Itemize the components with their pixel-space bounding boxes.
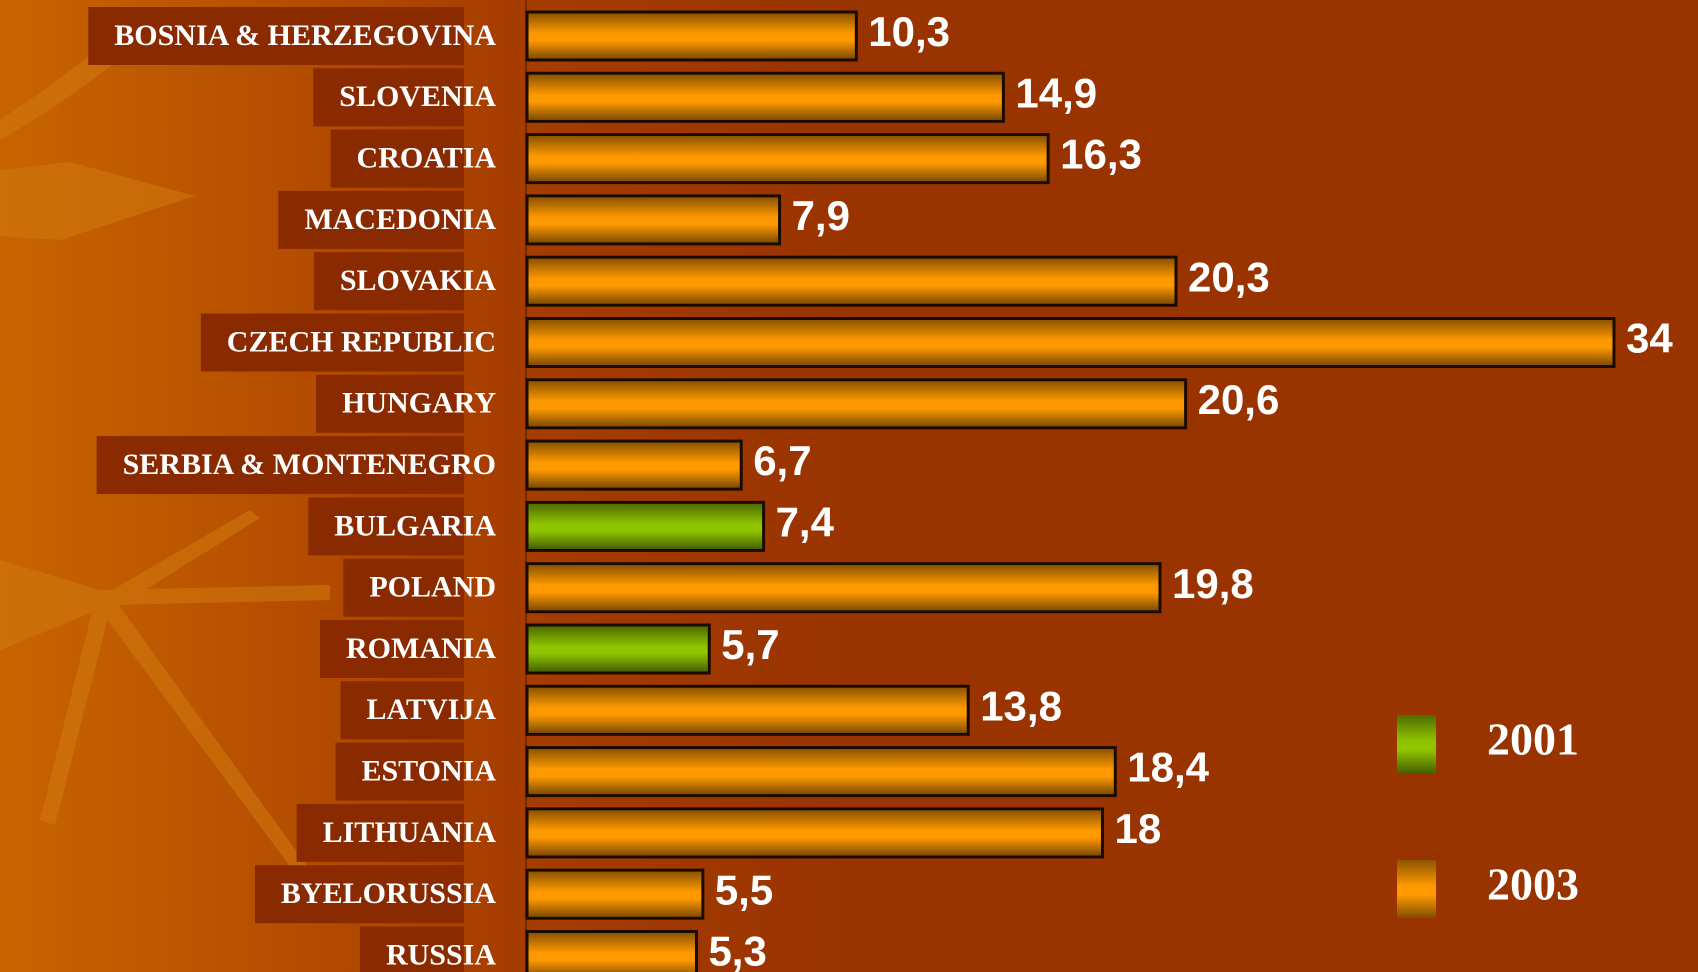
label-box [335,742,464,801]
label-box [278,190,464,249]
category-label: BYELORUSSIA [281,877,496,910]
bar-shade [528,13,855,59]
category-label: CROATIA [357,141,497,174]
plot: BOSNIA & HERZEGOVINA SLOVENIA CROATIA MACED… [88,0,1673,972]
category-label: SLOVENIA [339,80,496,113]
bar-shade [528,320,1613,365]
label-box [330,129,464,188]
value-label: 14,9 [1015,69,1097,116]
bar-shade [528,626,708,672]
value-label: 20,3 [1188,253,1270,300]
bar-shade [528,442,740,488]
value-label: 7,4 [776,498,835,545]
category-label: CZECH REPUBLIC [227,325,496,358]
legend-label: 2003 [1487,859,1579,910]
value-label: 20,6 [1198,376,1280,423]
value-label: 19,8 [1172,560,1254,607]
category-label: RUSSIA [386,938,496,971]
category-label: SERBIA & MONTENEGRO [123,448,496,481]
label-box [296,803,464,862]
label-box [96,436,464,495]
legend-label: 2001 [1487,714,1579,765]
label-box [316,374,464,433]
label-box [320,620,464,678]
bar-shade [528,687,967,733]
category-label: ROMANIA [346,632,496,665]
bar-shade [528,503,763,549]
value-label: 6,7 [753,437,811,484]
bar-shade [528,381,1185,427]
category-label: POLAND [369,571,496,604]
value-label: 5,5 [715,866,773,913]
label-box [308,497,464,556]
bar-shade [528,136,1047,182]
bar-shade [528,197,779,243]
legend-swatch-shade [1397,715,1436,773]
bar-shade [528,565,1159,611]
category-label: LITHUANIA [323,816,497,849]
label-box [343,558,464,617]
category-label: MACEDONIA [304,203,496,236]
bar-shade [528,871,702,917]
value-label: 10,3 [868,8,950,55]
label-box [359,926,464,972]
bar-shade [528,810,1101,856]
label-box [200,313,464,372]
value-label: 13,8 [980,682,1062,729]
value-label: 5,7 [721,621,779,668]
category-label: BOSNIA & HERZEGOVINA [114,19,496,52]
bar-shade [528,74,1002,120]
category-label: SLOVAKIA [340,264,497,297]
value-label: 18 [1114,805,1161,852]
label-box [88,7,464,65]
category-label: LATVIJA [367,693,497,726]
value-label: 5,3 [708,928,766,972]
label-box [254,865,464,924]
bar-shade [528,258,1175,304]
label-box [313,252,464,311]
value-label: 34 [1626,315,1673,362]
label-box [313,68,464,127]
legend-swatch-shade [1397,860,1436,918]
bar-shade [528,749,1114,795]
category-label: ESTONIA [361,754,496,787]
value-label: 18,4 [1127,744,1209,791]
value-label: 7,9 [792,192,850,239]
category-label: BULGARIA [334,509,496,542]
category-label: HUNGARY [342,387,496,420]
label-boxes [88,7,464,972]
value-label: 16,3 [1060,131,1142,178]
label-box [340,681,464,740]
bar-shade [528,933,695,972]
